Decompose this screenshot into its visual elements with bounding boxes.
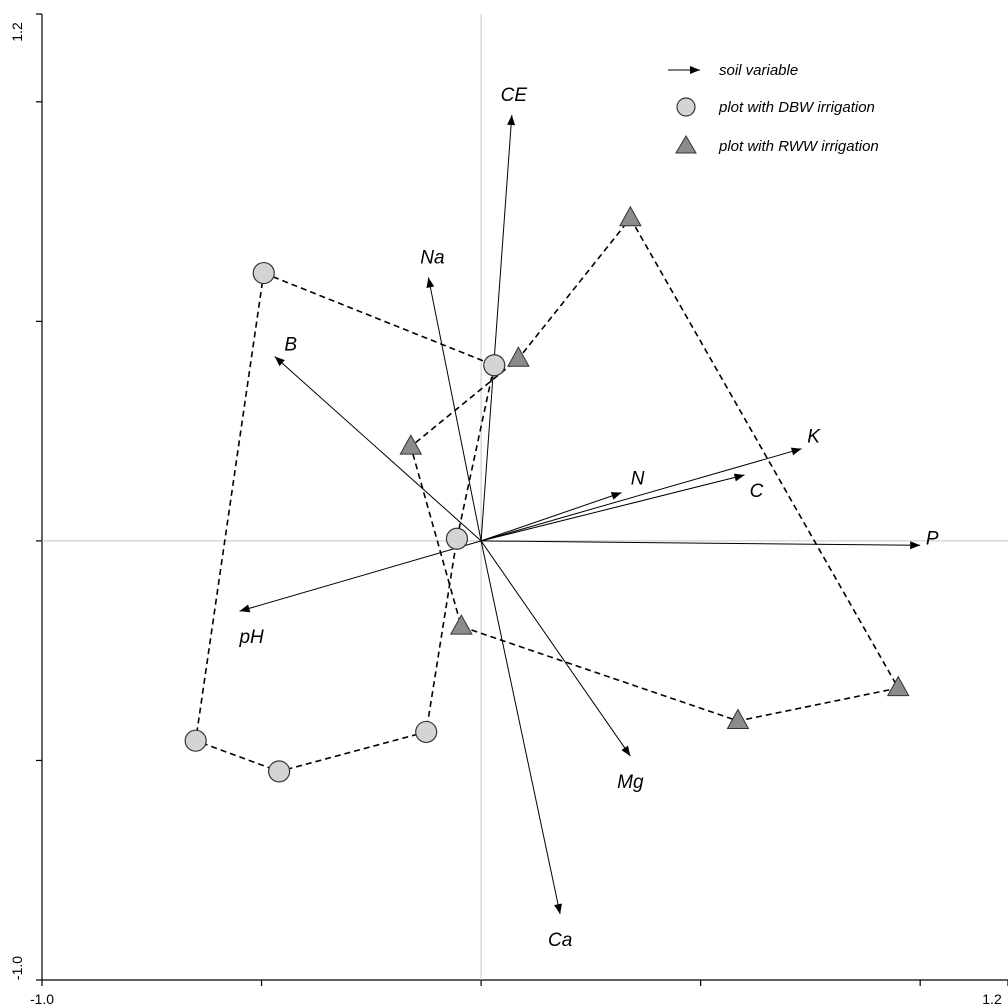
legend-circle-icon (676, 97, 696, 117)
rww-plot-point (726, 708, 750, 730)
y-tick-label-max: 1.2 (9, 22, 25, 42)
vector-c (480, 474, 745, 542)
rww-plot-point (619, 205, 642, 227)
legend-label: plot with DBW irrigation (718, 99, 875, 116)
vector-arrowhead-mg (621, 745, 631, 757)
legend-label: soil variable (719, 62, 798, 79)
vector-arrowhead-b (274, 356, 285, 367)
plot-points (184, 205, 910, 783)
hull-dbw (194, 271, 496, 773)
rww-plot-point (399, 434, 423, 455)
zero-lines (42, 14, 1008, 980)
vector-label-p: P (926, 528, 939, 549)
x-tick-label-max: 1.2 (982, 991, 1002, 1007)
rww-plot-point (507, 346, 530, 367)
legend: soil variable plot with DBW irrigation plo… (668, 62, 879, 155)
y-tick-label-min: -1.0 (9, 956, 25, 980)
legend-label: plot with RWW irrigation (718, 138, 879, 155)
legend-triangle-icon (675, 135, 697, 154)
dbw-plot-point (252, 261, 275, 285)
rww-plot-point (449, 614, 473, 635)
vector-label-ca: Ca (548, 930, 572, 951)
vector-ce (480, 114, 513, 541)
vector-ph (239, 540, 482, 612)
vector-p (481, 540, 921, 546)
rww-plot-point (886, 675, 910, 697)
vector-label-ce: CE (501, 85, 528, 106)
vector-arrowhead-c (733, 473, 745, 482)
vector-label-na: Na (420, 247, 444, 268)
vector-n (480, 492, 622, 542)
vector-label-n: N (631, 469, 645, 490)
vector-mg (480, 540, 631, 757)
vector-arrowhead-k (790, 447, 802, 456)
legend-arrowhead-icon (690, 66, 700, 74)
vector-arrowhead-n (610, 492, 622, 500)
dbw-plot-point (445, 527, 469, 550)
soil-variable-vectors: CE Na B K N C PpH Mg Ca (238, 85, 938, 951)
vector-label-c: C (750, 481, 764, 502)
vector-arrowhead-na (426, 277, 435, 289)
dbw-plot-point (415, 720, 438, 744)
vector-label-k: K (807, 427, 821, 448)
vector-label-b: B (284, 334, 297, 355)
vector-arrowhead-ca (554, 903, 562, 915)
axis-ticks (36, 13, 1008, 986)
dbw-plot-point (268, 760, 291, 783)
vector-k (480, 448, 802, 542)
vector-ca (480, 540, 561, 915)
vector-arrowhead-p (910, 541, 921, 550)
vector-label-ph: pH (238, 627, 264, 648)
vector-label-mg: Mg (617, 772, 644, 793)
hull-rww (409, 216, 900, 722)
vector-arrowhead-ce (507, 114, 516, 126)
dbw-plot-point (483, 354, 506, 377)
vector-na (427, 277, 482, 542)
dbw-plot-point (184, 729, 207, 752)
x-tick-label-min: -1.0 (30, 991, 54, 1007)
tick-labels: -1.0 1.2 -1.0 1.2 (9, 22, 1002, 1007)
treatment-hulls (194, 216, 900, 773)
vector-arrowhead-ph (239, 604, 251, 613)
vector-b (274, 356, 482, 542)
